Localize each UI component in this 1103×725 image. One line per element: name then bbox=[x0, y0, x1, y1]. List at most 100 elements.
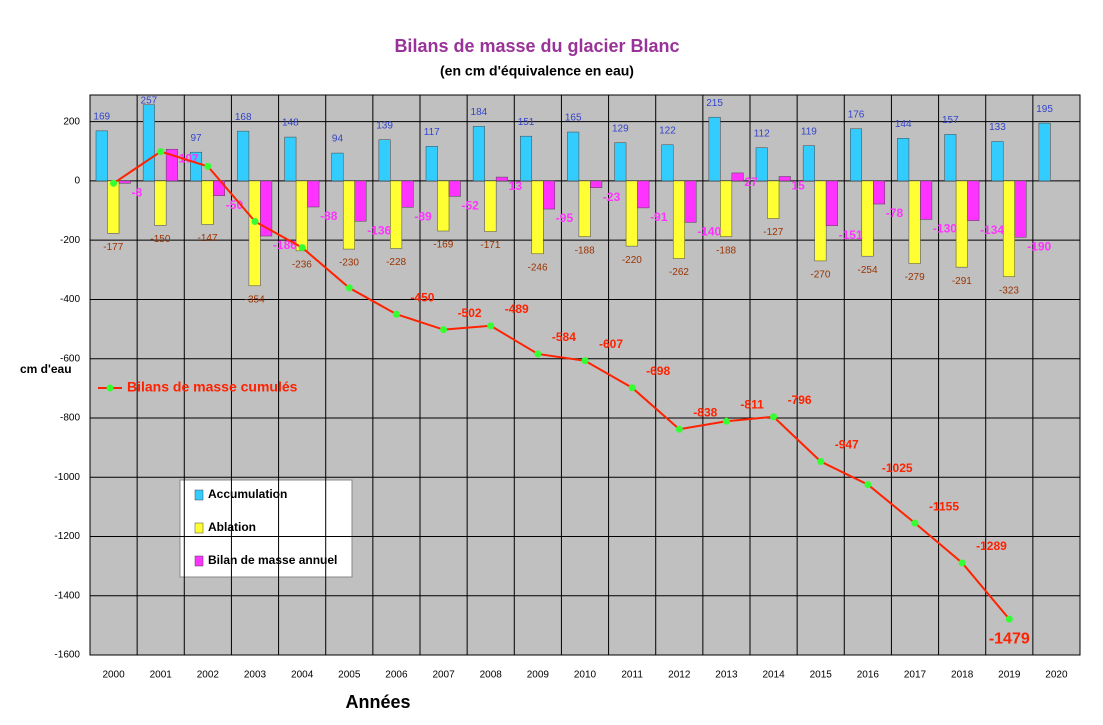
marker bbox=[1005, 615, 1013, 623]
bar bbox=[165, 148, 178, 182]
bar bbox=[237, 130, 250, 182]
value-label: -8 bbox=[132, 185, 143, 199]
bar bbox=[778, 176, 791, 182]
bar bbox=[1002, 180, 1015, 277]
value-label: 157 bbox=[942, 115, 959, 126]
value-label: -450 bbox=[410, 290, 434, 304]
value-label: 117 bbox=[424, 127, 440, 138]
value-label: -190 bbox=[1027, 239, 1051, 253]
x-tick-label: 2007 bbox=[432, 670, 455, 681]
value-label: -796 bbox=[788, 393, 812, 407]
legend-label: Bilan de masse annuel bbox=[208, 553, 337, 567]
y-tick-label: -1600 bbox=[54, 650, 80, 661]
value-label: 133 bbox=[989, 122, 1006, 133]
bar bbox=[731, 172, 744, 182]
bar bbox=[767, 180, 780, 219]
value-label: -220 bbox=[622, 255, 642, 266]
value-label: 151 bbox=[518, 117, 535, 128]
bar bbox=[755, 147, 768, 182]
chart-subtitle: (en cm d'équivalence en eau) bbox=[440, 63, 634, 79]
value-label: 13 bbox=[509, 179, 523, 193]
bar bbox=[708, 116, 721, 182]
bar bbox=[637, 180, 650, 209]
marker bbox=[298, 244, 306, 252]
x-tick-label: 2014 bbox=[762, 670, 785, 681]
y-tick-label: -1200 bbox=[54, 531, 80, 542]
value-label: -584 bbox=[552, 330, 576, 344]
y-tick-label: -600 bbox=[60, 353, 80, 364]
chart-title: Bilans de masse du glacier Blanc bbox=[394, 36, 679, 56]
marker bbox=[675, 425, 683, 433]
value-label: -838 bbox=[693, 405, 717, 419]
legend-swatch bbox=[194, 555, 204, 567]
x-tick-label: 2005 bbox=[338, 670, 361, 681]
value-label: -127 bbox=[763, 227, 783, 238]
value-label: -23 bbox=[603, 190, 621, 204]
bar bbox=[802, 145, 815, 182]
bar bbox=[401, 180, 414, 208]
value-label: 94 bbox=[332, 134, 344, 145]
bar bbox=[118, 180, 131, 184]
bar bbox=[1014, 180, 1027, 238]
bar bbox=[825, 180, 838, 226]
bar bbox=[520, 135, 533, 182]
bar bbox=[861, 180, 874, 257]
x-tick-label: 2010 bbox=[574, 670, 597, 681]
y-tick-label: 0 bbox=[74, 176, 80, 187]
line bbox=[113, 150, 1011, 620]
x-tick-label: 2015 bbox=[810, 670, 833, 681]
value-label: -1479 bbox=[989, 630, 1030, 647]
value-label: -291 bbox=[952, 276, 972, 287]
x-tick-label: 2017 bbox=[904, 670, 927, 681]
value-label: -150 bbox=[150, 234, 170, 245]
value-label: -188 bbox=[575, 245, 595, 256]
bar bbox=[897, 138, 910, 182]
marker bbox=[392, 310, 400, 318]
bar bbox=[625, 180, 638, 247]
value-label: 122 bbox=[659, 125, 676, 136]
value-label: 169 bbox=[93, 111, 110, 122]
bar bbox=[154, 180, 167, 226]
x-tick-label: 2013 bbox=[715, 670, 738, 681]
bar bbox=[814, 180, 827, 262]
x-tick-label: 2002 bbox=[197, 670, 220, 681]
y-axis-title: cm d'eau bbox=[20, 362, 72, 376]
bar bbox=[354, 180, 367, 222]
bar bbox=[248, 180, 261, 287]
value-label: 257 bbox=[141, 96, 158, 107]
value-label: -228 bbox=[386, 257, 406, 268]
legend-label: Bilans de masse cumulés bbox=[127, 379, 298, 395]
value-label: -230 bbox=[339, 258, 359, 269]
value-label: -88 bbox=[320, 209, 338, 223]
value-label: 27 bbox=[744, 175, 758, 189]
bar bbox=[331, 152, 344, 182]
marker bbox=[958, 559, 966, 567]
value-label: -91 bbox=[650, 210, 668, 224]
y-tick-label: 200 bbox=[63, 116, 80, 127]
value-label: -136 bbox=[367, 223, 391, 237]
x-tick-label: 2004 bbox=[291, 670, 314, 681]
value-label: -147 bbox=[198, 233, 218, 244]
value-label: -151 bbox=[839, 228, 863, 242]
bar bbox=[567, 131, 580, 182]
y-tick-label: -200 bbox=[60, 235, 80, 246]
value-label: -607 bbox=[599, 337, 623, 351]
value-label: -89 bbox=[414, 209, 432, 223]
bar bbox=[390, 180, 403, 249]
marker bbox=[487, 322, 495, 330]
bar bbox=[260, 180, 273, 237]
marker bbox=[722, 417, 730, 425]
legend-swatch bbox=[194, 522, 204, 534]
bar bbox=[295, 180, 308, 252]
bar bbox=[307, 180, 320, 208]
marker bbox=[770, 413, 778, 421]
x-tick-label: 2012 bbox=[668, 670, 691, 681]
marker bbox=[628, 384, 636, 392]
x-tick-label: 2011 bbox=[621, 670, 643, 681]
x-tick-label: 2003 bbox=[244, 670, 267, 681]
bar bbox=[850, 128, 863, 182]
marker bbox=[110, 179, 118, 187]
value-label: 165 bbox=[565, 113, 582, 124]
marker bbox=[864, 481, 872, 489]
